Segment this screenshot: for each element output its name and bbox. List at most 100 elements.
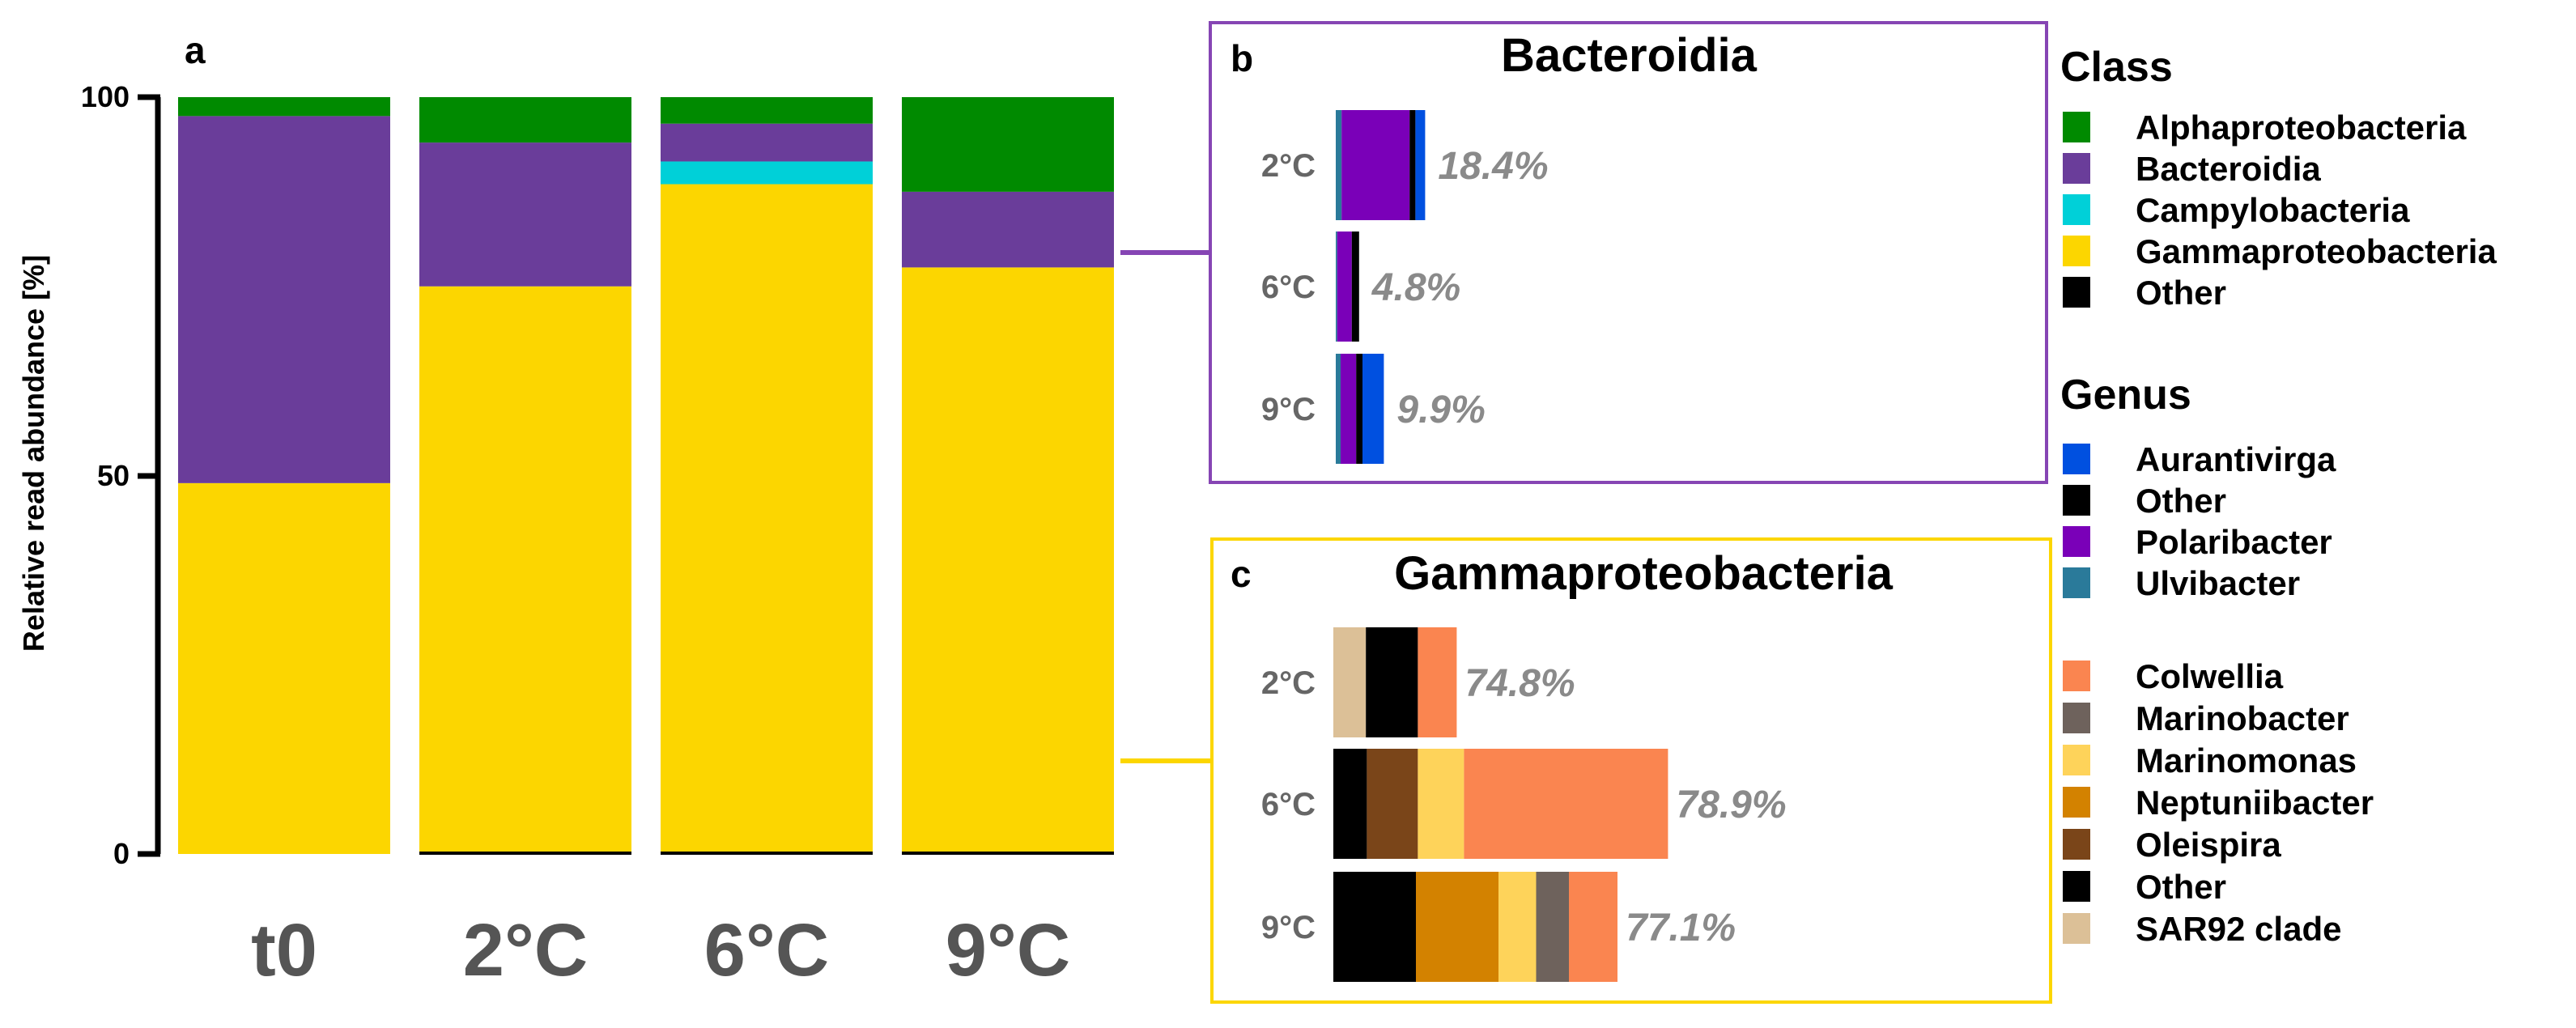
y-axis-label: Relative read abundance [%] (17, 255, 50, 652)
legend-genus-b-label-other: Other (2136, 482, 2226, 520)
legend-class-label-bacteroidia: Bacteroidia (2136, 150, 2321, 188)
x-label-9c: 9°C (946, 909, 1070, 992)
b-bar-2c-polaribacter (1341, 110, 1410, 220)
c-row-label-6c: 6°C (1261, 787, 1316, 822)
panel-b-frame (1209, 21, 2048, 484)
b-total-2c: 18.4% (1438, 145, 1548, 188)
c-bar-9c-neptuniibacter (1416, 872, 1498, 982)
panel-a-letter: a (185, 29, 206, 71)
legend-genus-b-swatch-other (2063, 485, 2090, 516)
legend-genus-b-label-polaribacter: Polaribacter (2136, 523, 2332, 561)
panel-b: b Bacteroidia 2°C 18.4% 6°C 4.8% 9°C 9.9% (1209, 21, 2048, 484)
bar-6c-bacteroidia (661, 123, 873, 162)
y-tick-label-50: 50 (97, 459, 130, 492)
legend-class-title: Class (2060, 44, 2173, 91)
legend-genus-c-swatch-marinobacter (2063, 703, 2090, 733)
c-bar-6c-colwellia (1464, 749, 1668, 859)
panel-b-bars: 2°C 18.4% 6°C 4.8% 9°C 9.9% (1261, 110, 1549, 464)
legend-genus-c-items: Colwellia Marinobacter Marinomonas Neptunii… (2063, 657, 2374, 948)
legend-genus-c-label-neptuniibacter: Neptuniibacter (2136, 784, 2374, 822)
panel-a: a Relative read abundance [%] 100 50 0 t… (17, 29, 1114, 992)
bar-2c-other (419, 852, 631, 855)
bar-2c-bacteroidia (419, 142, 631, 287)
legend-genus-b-swatch-polaribacter (2063, 526, 2090, 557)
c-bar-6c-marinomonas (1418, 749, 1464, 859)
b-row-label-6c: 6°C (1261, 270, 1316, 305)
b-bar-9c-aurantivirga (1362, 354, 1384, 464)
legend-class-swatch-gammaproteobacteria (2063, 236, 2090, 266)
c-total-2c: 74.8% (1464, 662, 1575, 705)
legend-genus-c-swatch-neptuniibacter (2063, 787, 2090, 818)
b-bar-2c-other (1409, 110, 1416, 220)
bar-t0-alphaproteobacteria (178, 97, 390, 117)
legend-genus-c-swatch-marinomonas (2063, 745, 2090, 775)
legend-class-items: AlphaproteobacteriaBacteroidiaCampylobac… (2063, 108, 2497, 312)
bar-6c-other (661, 852, 873, 855)
c-bar-2c-colwellia (1418, 627, 1457, 737)
b-bar-9c-polaribacter (1341, 354, 1357, 464)
legend-genus-b-swatch-ulvibacter (2063, 567, 2090, 598)
c-total-9c: 77.1% (1626, 907, 1736, 949)
legend-genus-c-label-marinomonas: Marinomonas (2136, 741, 2357, 779)
c-bar-9c-marinobacter (1536, 872, 1569, 982)
c-bar-9c-colwellia (1569, 872, 1617, 982)
b-bar-6c-polaribacter (1337, 232, 1352, 342)
legend-class-label-campylobacteria: Campylobacteria (2136, 191, 2410, 229)
legend-genus-b-swatch-aurantivirga (2063, 444, 2090, 474)
c-row-label-2c: 2°C (1261, 665, 1316, 701)
bar-6c-alphaproteobacteria (661, 97, 873, 124)
legend-genus-c-swatch-other (2063, 871, 2090, 902)
panel-a-bars (178, 97, 1114, 855)
bar-t0-gammaproteobacteria (178, 482, 390, 854)
legend-class-swatch-alphaproteobacteria (2063, 112, 2090, 142)
panel-c-bars: 2°C 74.8% 6°C 78.9% 9°C 77.1% (1261, 627, 1787, 982)
b-total-6c: 4.8% (1371, 266, 1460, 309)
bar-9c-alphaproteobacteria (902, 97, 1114, 192)
panel-a-x-labels: t0 2°C 6°C 9°C (251, 909, 1070, 992)
panel-c-letter: c (1231, 553, 1252, 595)
legend-genus-c-label-oleispira: Oleispira (2136, 826, 2281, 864)
legend-genus-c-swatch-colwellia (2063, 661, 2090, 691)
b-bar-9c-other (1356, 354, 1362, 464)
c-bar-2c-sar92-clade (1333, 627, 1367, 737)
b-bar-2c-ulvibacter (1336, 110, 1342, 220)
c-bar-9c-other (1333, 872, 1416, 982)
bar-2c-alphaproteobacteria (419, 97, 631, 143)
c-total-6c: 78.9% (1676, 784, 1786, 826)
legend-class-label-alphaproteobacteria: Alphaproteobacteria (2136, 108, 2467, 147)
c-bar-6c-other (1333, 749, 1367, 859)
y-tick-label-100: 100 (81, 80, 130, 113)
b-bar-6c-other (1351, 232, 1359, 342)
y-tick-label-0: 0 (113, 837, 130, 870)
bar-9c-bacteroidia (902, 191, 1114, 268)
x-label-2c: 2°C (463, 909, 588, 992)
bar-6c-gammaproteobacteria (661, 184, 873, 854)
panel-c-frame (1210, 537, 2052, 1004)
legend-class-label-other: Other (2136, 274, 2226, 312)
bar-t0-bacteroidia (178, 116, 390, 483)
panel-c-title: Gammaproteobacteria (1394, 547, 1893, 600)
panel-b-title: Bacteroidia (1501, 29, 1758, 82)
x-label-t0: t0 (251, 909, 317, 992)
legend: Class AlphaproteobacteriaBacteroidiaCamp… (2060, 44, 2497, 948)
c-bar-2c-other (1366, 627, 1418, 737)
legend-genus-b-label-ulvibacter: Ulvibacter (2136, 564, 2300, 602)
legend-genus-c-label-other: Other (2136, 868, 2226, 906)
legend-genus-c-label-sar92-clade: SAR92 clade (2136, 910, 2341, 948)
c-row-label-9c: 9°C (1261, 910, 1316, 945)
legend-class-swatch-campylobacteria (2063, 194, 2090, 225)
b-total-9c: 9.9% (1396, 389, 1485, 431)
legend-genus-c-label-colwellia: Colwellia (2136, 657, 2284, 695)
legend-class-swatch-bacteroidia (2063, 153, 2090, 184)
panel-c: c Gammaproteobacteria 2°C 74.8% 6°C 78.9% 9°… (1210, 537, 2052, 1004)
legend-genus-b-label-aurantivirga: Aurantivirga (2136, 440, 2336, 478)
bar-6c-campylobacteria (661, 161, 873, 185)
panel-b-letter: b (1231, 37, 1253, 79)
legend-class-swatch-other (2063, 277, 2090, 308)
x-label-6c: 6°C (704, 909, 829, 992)
legend-genus-c-swatch-sar92-clade (2063, 913, 2090, 944)
b-bar-6c-ulvibacter (1336, 232, 1337, 342)
b-bar-9c-ulvibacter (1336, 354, 1341, 464)
